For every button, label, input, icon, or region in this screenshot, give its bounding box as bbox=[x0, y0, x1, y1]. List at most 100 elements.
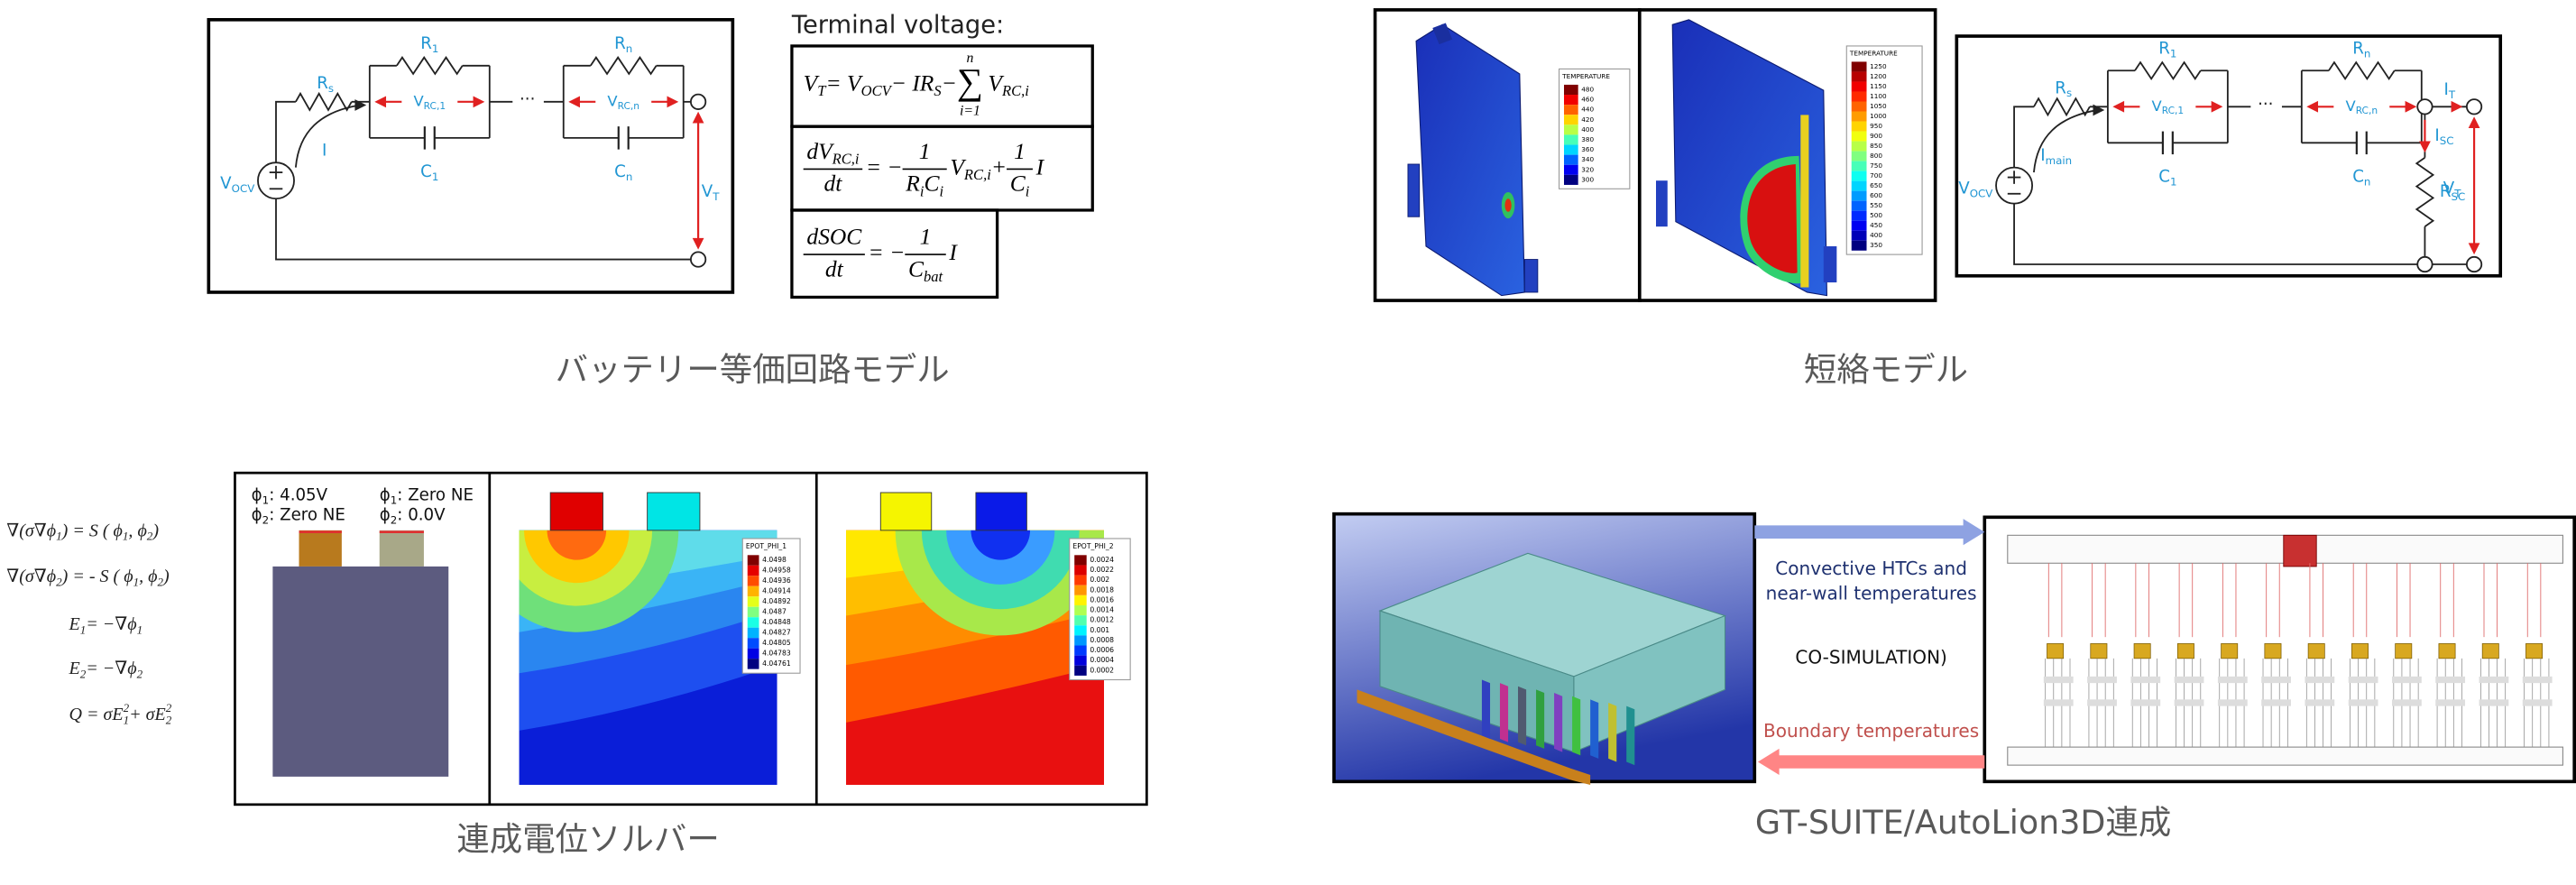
circuit-label-text: R bbox=[2055, 78, 2066, 97]
legend-value: 1050 bbox=[1870, 102, 1887, 110]
circuit-label-text: V bbox=[2152, 97, 2163, 115]
equation-text: + bbox=[991, 153, 1007, 180]
legend-value: 4.04892 bbox=[762, 597, 791, 605]
equation-text: 2 bbox=[137, 668, 143, 681]
legend-swatch bbox=[1074, 615, 1087, 626]
cell-tab bbox=[1823, 246, 1837, 283]
hot-edge bbox=[1800, 115, 1809, 288]
legend-value: 4.04848 bbox=[762, 618, 791, 626]
legend-swatch bbox=[1851, 81, 1867, 92]
legend-swatch bbox=[1074, 595, 1087, 605]
tab-label-text: 1 bbox=[391, 494, 398, 507]
legend-value: 300 bbox=[1581, 175, 1594, 183]
circuit-label-text: 1 bbox=[432, 171, 439, 183]
arrow-head bbox=[2468, 116, 2480, 128]
equation-text: V bbox=[804, 69, 821, 96]
contour-zone bbox=[547, 530, 607, 560]
tab-label-text: 2 bbox=[391, 513, 398, 526]
circuit-label-text: n bbox=[626, 42, 633, 55]
equation-text: V bbox=[988, 69, 1005, 96]
gt-cell bbox=[2351, 643, 2369, 659]
cell-tab bbox=[1656, 180, 1668, 227]
equation-text: 2 bbox=[56, 576, 62, 589]
legend-swatch bbox=[1851, 190, 1867, 201]
circuit-label-text: R bbox=[2440, 182, 2452, 201]
legend-swatch bbox=[1851, 141, 1867, 152]
circuit-label: ··· bbox=[520, 90, 535, 109]
wire bbox=[2013, 203, 2418, 265]
legend-swatch bbox=[747, 638, 759, 649]
equation-text: T bbox=[817, 82, 827, 99]
legend-swatch bbox=[747, 596, 759, 607]
circuit-label: V RC,1 bbox=[2152, 97, 2185, 116]
gt-cell bbox=[2090, 643, 2108, 659]
legend-value: 700 bbox=[1870, 171, 1882, 180]
legend-swatch bbox=[1851, 131, 1867, 142]
arrow-head bbox=[2211, 100, 2223, 113]
fraction-numerator: 1 bbox=[1014, 138, 1026, 164]
cell-slot bbox=[1608, 702, 1617, 762]
legend-swatch bbox=[1564, 105, 1578, 115]
circuit-label-text: V bbox=[1958, 179, 1970, 198]
legend-swatch bbox=[1074, 604, 1087, 616]
circuit-label-text: SC bbox=[2451, 190, 2465, 203]
circuit-label-text: ··· bbox=[2258, 95, 2273, 114]
gt-node bbox=[2174, 699, 2204, 706]
arrow-head bbox=[354, 99, 367, 111]
legend-value: 4.04805 bbox=[762, 639, 791, 647]
base-plate bbox=[1357, 689, 1591, 785]
wire bbox=[275, 198, 691, 261]
wire bbox=[2013, 106, 2034, 168]
equation-text: = −∇ϕ bbox=[86, 659, 136, 678]
legend-swatch bbox=[1851, 101, 1867, 112]
legend-value: 4.04914 bbox=[762, 587, 791, 595]
fraction-numerator: 1 bbox=[920, 224, 932, 250]
equation: Q = σE 12 + σE 22 bbox=[69, 701, 172, 727]
gt-node bbox=[2043, 676, 2074, 684]
forward-label: Convective HTCs and bbox=[1775, 558, 1967, 579]
forward-label: near-wall temperatures bbox=[1766, 582, 1977, 604]
gt-node bbox=[2261, 676, 2291, 684]
legend-swatch bbox=[1564, 144, 1578, 155]
legend-swatch bbox=[1851, 240, 1867, 251]
resistor bbox=[396, 56, 464, 76]
circuit-label-text: V bbox=[607, 92, 618, 109]
legend-value: 380 bbox=[1581, 135, 1594, 143]
fraction-denominator: dt bbox=[824, 171, 843, 197]
cell-slot bbox=[1554, 693, 1563, 752]
arrow-head bbox=[2112, 100, 2125, 113]
gt-node bbox=[2087, 676, 2117, 684]
equation-text: I bbox=[1035, 153, 1045, 180]
gt-cell bbox=[2481, 643, 2499, 659]
cell-tab bbox=[1523, 259, 1539, 293]
legend-swatch bbox=[1074, 625, 1087, 636]
circuit-label-text: n bbox=[626, 171, 633, 183]
hot-region bbox=[1747, 164, 1798, 273]
legend-swatch bbox=[1851, 151, 1867, 161]
legend-value: 400 bbox=[1870, 231, 1882, 239]
resistor bbox=[295, 91, 353, 112]
arrow-head bbox=[667, 96, 679, 108]
equation-text: i bbox=[920, 182, 925, 199]
equation-text: ) = S ( ϕ bbox=[61, 521, 123, 540]
equation-text: 2 bbox=[124, 701, 130, 714]
legend-value: 600 bbox=[1870, 191, 1882, 199]
circuit-label-text: R bbox=[2352, 40, 2364, 59]
legend-value: 650 bbox=[1870, 181, 1882, 189]
gt-cooling-plate bbox=[2283, 534, 2317, 567]
legend-value: 0.001 bbox=[1090, 626, 1109, 634]
circuit-label-text: ··· bbox=[520, 90, 535, 109]
legend-title: TEMPERATURE bbox=[1849, 50, 1898, 58]
gt-node bbox=[2261, 699, 2291, 706]
legend-value: 900 bbox=[1870, 132, 1882, 140]
